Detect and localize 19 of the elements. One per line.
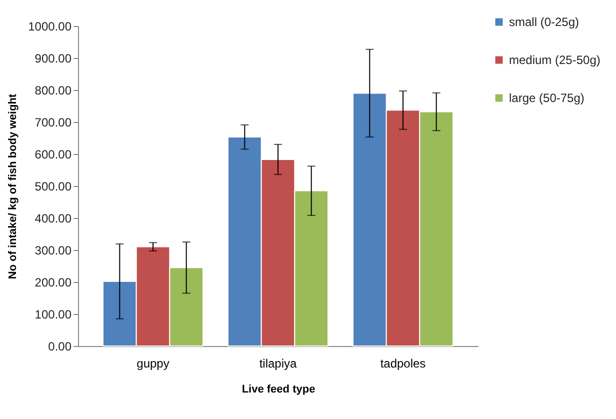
legend-label: large (50-75g) (509, 91, 584, 105)
x-tick-label: tilapiya (259, 356, 297, 370)
y-tick-label: 600.00 (34, 148, 72, 162)
y-tick-label: 100.00 (34, 308, 72, 322)
y-tick-label: 400.00 (34, 212, 72, 226)
y-tick-label: 700.00 (34, 116, 72, 130)
y-tick-label: 300.00 (34, 244, 72, 258)
y-tick-label: 500.00 (34, 180, 72, 194)
x-tick-label: guppy (136, 356, 170, 370)
y-tick-label: 900.00 (34, 52, 72, 66)
y-tick-label: 1000.00 (28, 20, 72, 34)
legend-label: small (0-25g) (509, 15, 580, 29)
y-tick-label: 0.00 (48, 340, 72, 354)
x-axis-title: Live feed type (242, 384, 316, 396)
y-tick-label: 800.00 (34, 84, 72, 98)
legend-label: medium (25-50g) (509, 53, 600, 67)
x-tick-label: tadpoles (380, 356, 426, 370)
y-axis-title: No of intake/ kg of fish body weight (7, 94, 20, 280)
y-tick-label: 200.00 (34, 276, 72, 290)
